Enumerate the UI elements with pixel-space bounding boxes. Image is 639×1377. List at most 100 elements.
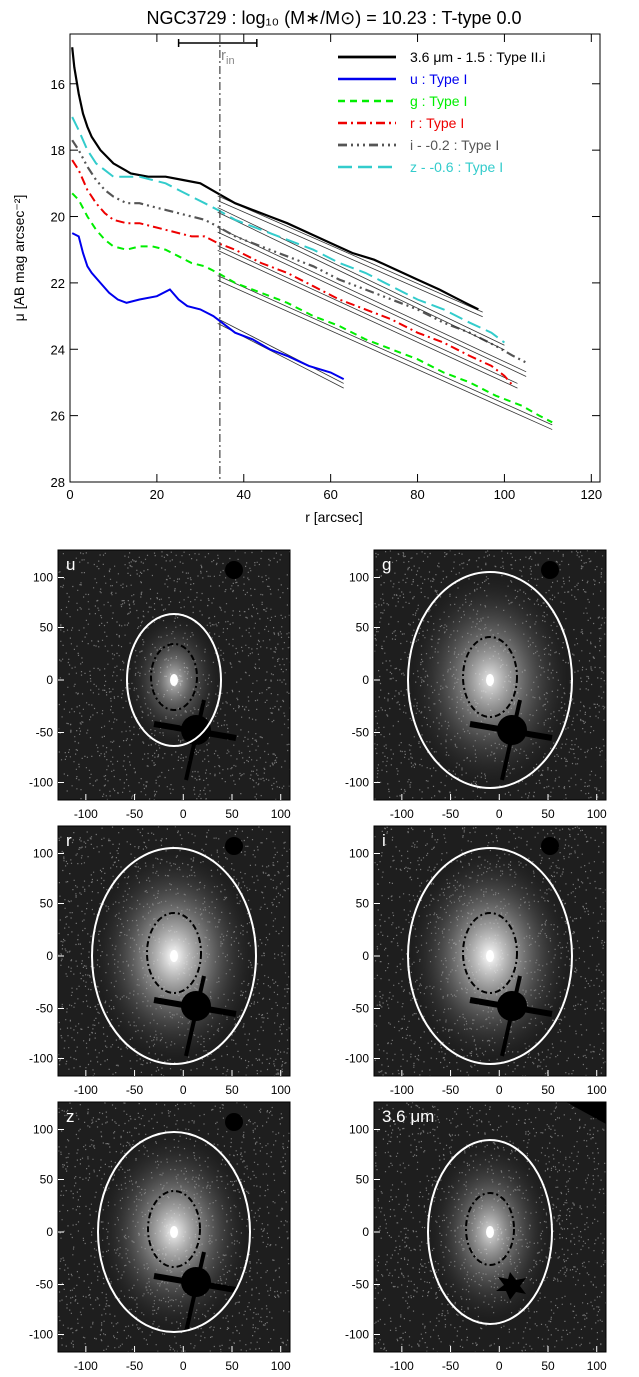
fit-line [217, 250, 518, 389]
panel-x-tick-label: -100 [74, 1359, 98, 1373]
x-tick-label: 60 [323, 487, 337, 502]
legend-entry: g : Type I [410, 93, 467, 109]
masked-source [225, 837, 243, 855]
panel-y-tick-label: 0 [46, 1225, 53, 1239]
image-panel-1: u -100 -50 0 50 100 100 50 0 -50 -100 [29, 549, 291, 821]
inner-ellipse [150, 643, 198, 711]
galaxy-core [486, 950, 494, 962]
panel-x-tick-label: -100 [74, 1083, 98, 1097]
panel-band-label: g [382, 555, 391, 574]
panel-x-tick-label: -100 [74, 807, 98, 821]
panel-y-tick-label: -100 [29, 776, 53, 790]
x-tick-label: 100 [494, 487, 516, 502]
panel-x-tick-label: -50 [126, 1359, 144, 1373]
fit-line [217, 231, 527, 377]
panel-y-tick-label: -100 [29, 1052, 53, 1066]
panel-frame [373, 825, 607, 1077]
galaxy-core [486, 1226, 494, 1238]
panel-x-tick-label: 100 [587, 1359, 607, 1373]
surface-brightness-profile-chart: NGC3729 : log₁₀ (M∗/M⊙) = 10.23 : T-type… [11, 8, 602, 525]
panel-frame [57, 1101, 291, 1353]
image-noise [58, 550, 290, 800]
fit-line [217, 279, 553, 430]
panel-y-tick-label: 50 [356, 897, 370, 911]
panel-frame [373, 549, 607, 801]
series-line [71, 192, 553, 424]
panel-y-tick-label: 50 [356, 621, 370, 635]
outer-ellipse [126, 613, 222, 747]
panel-x-tick-label: 100 [587, 1083, 607, 1097]
series-line [71, 139, 527, 364]
panel-frame [373, 1101, 607, 1353]
galaxy-core [170, 950, 178, 962]
panel-x-tick-label: -50 [126, 1083, 144, 1097]
x-tick-label: 120 [580, 487, 602, 502]
panel-x-tick-label: 0 [496, 807, 503, 821]
masked-spike [184, 975, 206, 1057]
panel-x-tick-label: 50 [225, 1083, 239, 1097]
inner-ellipse [147, 1190, 201, 1268]
chart-title: NGC3729 : log₁₀ (M∗/M⊙) = 10.23 : T-type… [146, 8, 521, 28]
masked-source [225, 1113, 243, 1131]
galaxy-core [486, 674, 494, 686]
y-tick-label: 22 [51, 276, 65, 291]
profile-axes: 0 20 40 60 80 100 120 16 18 20 22 24 26 28 [51, 34, 602, 502]
profile-curves [71, 34, 553, 482]
panel-y-tick-label: -50 [36, 1278, 54, 1292]
fit-line [217, 207, 505, 346]
panel-band-label: u [66, 555, 75, 574]
panel-frame [57, 825, 291, 1077]
fit-line [217, 195, 483, 313]
panel-x-tick-label: 50 [225, 807, 239, 821]
panel-y-tick-label: -100 [345, 776, 369, 790]
series-line [71, 47, 479, 311]
fit-line [217, 227, 527, 373]
galaxy-core [170, 1226, 178, 1238]
panel-y-tick-label: -50 [352, 1002, 370, 1016]
panel-y-tick-label: 100 [33, 571, 53, 585]
y-tick-label: 28 [51, 475, 65, 490]
inner-ellipse [462, 636, 518, 718]
panel-x-tick-label: 100 [587, 807, 607, 821]
x-tick-label: 0 [66, 487, 73, 502]
panel-y-tick-label: 100 [33, 1123, 53, 1137]
panel-y-tick-label: -50 [36, 1002, 54, 1016]
series-line [71, 159, 514, 387]
image-panel-5: z -100 -50 0 50 100 100 50 0 -50 -100 [29, 1101, 291, 1373]
panel-x-tick-label: -100 [390, 807, 414, 821]
inner-ellipse [146, 912, 202, 994]
panel-frame [57, 549, 291, 801]
masked-corner [566, 1102, 606, 1124]
outer-ellipse [407, 571, 573, 789]
fit-line [217, 318, 344, 384]
y-tick-label: 24 [51, 342, 65, 357]
legend-entry: r : Type I [410, 115, 464, 131]
fit-line [217, 245, 518, 384]
panel-x-tick-label: -50 [126, 807, 144, 821]
masked-source [541, 561, 559, 579]
legend-entry: i - -0.2 : Type I [410, 137, 499, 153]
panel-x-tick-label: 0 [496, 1083, 503, 1097]
chart-legend: 3.6 μm - 1.5 : Type II.i u : Type I g : Ty… [338, 49, 545, 175]
masked-spike [184, 1251, 206, 1333]
image-panel-6: 3.6 μm -100 -50 0 50 100 100 50 0 -50 -100 [345, 1101, 607, 1373]
panel-x-tick-label: -100 [390, 1083, 414, 1097]
plot-frame [69, 33, 601, 483]
panel-x-tick-label: 50 [541, 1359, 555, 1373]
y-tick-label: 26 [51, 409, 65, 424]
y-axis-label: μ [AB mag arcsec⁻²] [11, 195, 27, 322]
panel-y-tick-label: 100 [349, 1123, 369, 1137]
panel-y-tick-label: 100 [349, 571, 369, 585]
image-panel-3: r -100 -50 0 50 100 100 50 0 -50 -100 [29, 825, 291, 1097]
fit-line [217, 200, 483, 318]
panel-y-tick-label: -100 [345, 1052, 369, 1066]
outer-ellipse [97, 1131, 251, 1333]
y-tick-label: 16 [51, 77, 65, 92]
panel-x-tick-label: 50 [541, 1083, 555, 1097]
panel-x-tick-label: -50 [442, 1359, 460, 1373]
y-tick-label: 18 [51, 143, 65, 158]
panel-y-tick-label: 50 [40, 1173, 54, 1187]
outer-ellipse [407, 847, 573, 1065]
fit-line [217, 275, 553, 426]
panel-y-tick-label: 50 [356, 1173, 370, 1187]
